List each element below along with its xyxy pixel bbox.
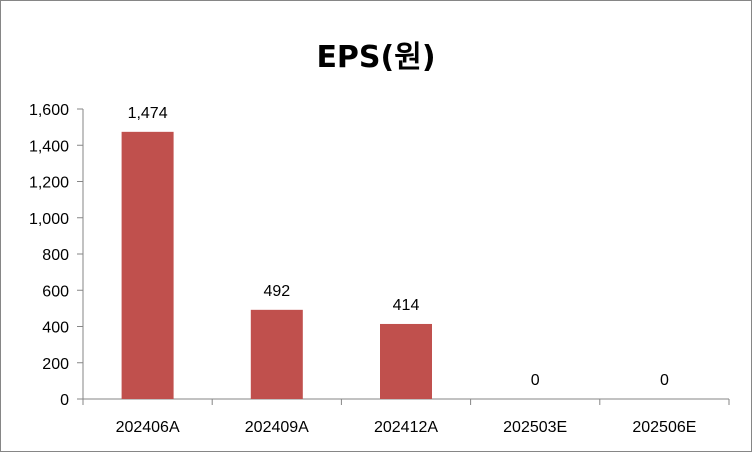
data-label: 414 xyxy=(393,297,420,314)
y-tick-label: 400 xyxy=(42,320,69,337)
bar xyxy=(250,309,303,399)
y-tick-label: 1,400 xyxy=(29,138,69,155)
x-tick-label: 202412A xyxy=(374,419,438,436)
y-tick-label: 600 xyxy=(42,283,69,300)
x-tick-label: 202506E xyxy=(632,419,696,436)
bar xyxy=(380,323,432,399)
data-label: 0 xyxy=(531,372,540,389)
data-label: 1,474 xyxy=(128,105,168,122)
y-tick-label: 800 xyxy=(42,247,69,264)
y-tick-label: 0 xyxy=(60,392,69,409)
data-label: 492 xyxy=(263,283,290,300)
bar xyxy=(121,131,174,399)
y-tick-label: 1,200 xyxy=(29,175,69,192)
x-tick-label: 202409A xyxy=(245,419,309,436)
x-tick-label: 202503E xyxy=(503,419,567,436)
y-tick-label: 1,600 xyxy=(29,102,69,119)
x-tick-label: 202406A xyxy=(116,419,180,436)
chart-title: EPS(원) xyxy=(316,40,435,75)
y-tick-label: 1,000 xyxy=(29,211,69,228)
y-tick-label: 200 xyxy=(42,356,69,373)
data-label: 0 xyxy=(660,372,669,389)
plot-area: 0 200 400 600 800 1,000 1,200 1,400 1,600 1,474 20… xyxy=(29,102,730,436)
